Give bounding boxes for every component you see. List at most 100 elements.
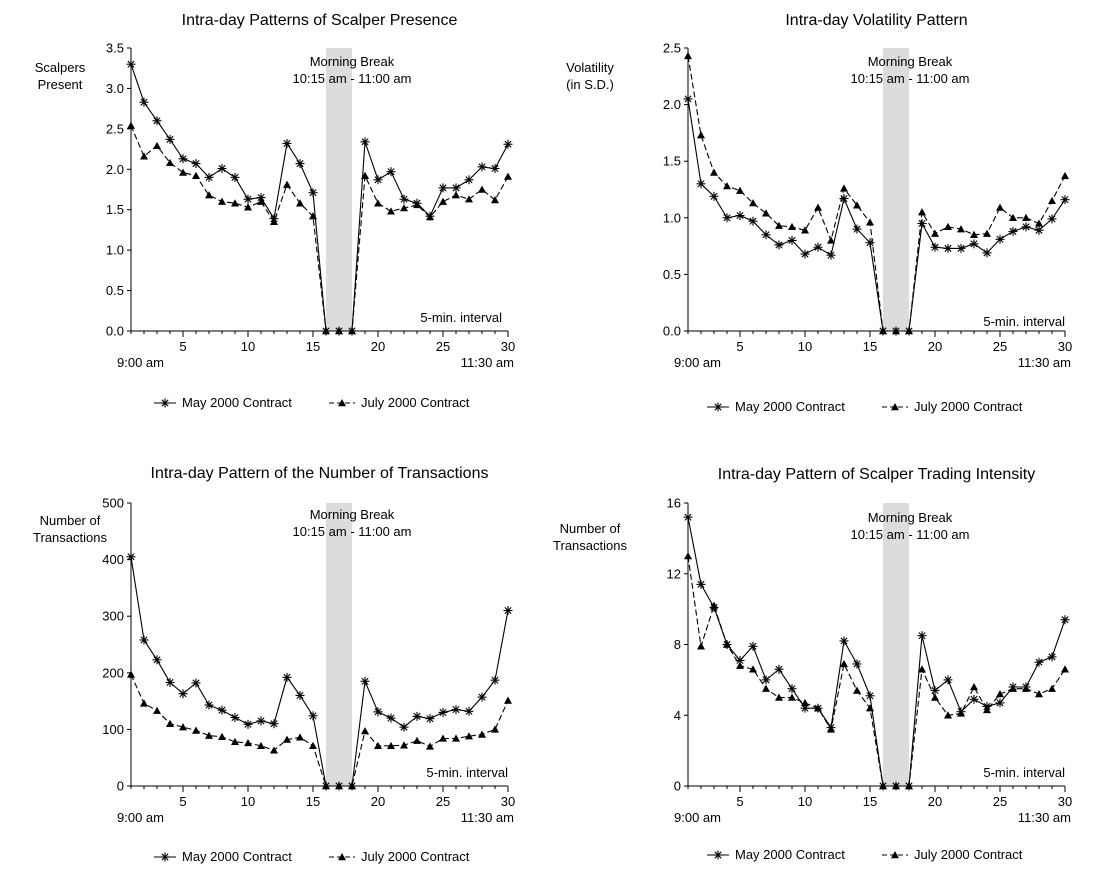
legend-july-label: July 2000 Contract <box>361 849 470 864</box>
july-2000-point <box>970 230 978 238</box>
may-2000-point <box>217 163 227 173</box>
may-2000-point <box>748 641 758 651</box>
y-tick-label: 1.0 <box>106 243 124 258</box>
july-2000-point <box>452 734 460 742</box>
july-2000-point <box>1022 213 1030 221</box>
legend-july-marker <box>338 399 346 407</box>
may-2000-point <box>243 719 253 729</box>
may-2000-point <box>982 248 992 258</box>
may-2000-point <box>774 664 784 674</box>
may-2000-point <box>451 183 461 193</box>
may-2000-point <box>373 175 383 185</box>
series-line-may-2000 <box>130 64 509 332</box>
july-2000-point <box>840 184 848 192</box>
may-2000-point <box>412 711 422 721</box>
may-2000-point <box>477 162 487 172</box>
may-2000-point <box>451 705 461 715</box>
x-tick-label: 30 <box>1058 794 1072 809</box>
may-2000-point <box>1034 657 1044 667</box>
july-2000-point <box>140 699 148 707</box>
may-2000-point <box>464 175 474 185</box>
x-tick-label: 20 <box>928 794 942 809</box>
y-tick-label: 0.0 <box>106 324 124 339</box>
july-2000-point <box>296 199 304 207</box>
may-2000-point <box>852 659 862 669</box>
chart-title: Intra-day Pattern of Scalper Trading Int… <box>718 466 1036 483</box>
july-2000-point <box>736 661 744 669</box>
july-2000-point <box>944 711 952 719</box>
x-tick-label: 5 <box>736 794 743 809</box>
july-2000-point <box>840 659 848 668</box>
x-end-time-label: 11:30 am <box>1018 810 1071 825</box>
y-tick-label: 8 <box>674 637 681 652</box>
july-2000-point <box>218 197 226 205</box>
may-2000-point <box>139 97 149 107</box>
july-2000-point <box>335 782 343 790</box>
july-2000-point <box>257 741 265 750</box>
may-2000-point <box>152 655 162 665</box>
may-2000-point <box>709 191 719 201</box>
x-tick-label: 10 <box>798 794 812 809</box>
july-2000-point <box>257 197 265 205</box>
may-2000-point <box>165 134 175 144</box>
may-2000-point <box>191 678 201 688</box>
may-2000-point <box>774 240 784 250</box>
may-2000-point <box>360 676 370 686</box>
x-tick-label: 10 <box>241 339 255 354</box>
chart-panel-3: Intra-day Pattern of the Number of Trans… <box>33 465 515 864</box>
may-2000-point <box>126 59 136 69</box>
july-2000-point <box>801 698 809 707</box>
break-annotation-label: Morning Break <box>310 507 395 522</box>
chart-panel-2: Intra-day Volatility Pattern 0.0 0.5 1.0 1.5… <box>566 12 1072 414</box>
july-2000-point <box>244 738 252 747</box>
july-2000-point <box>452 191 460 199</box>
y-tick-label: 4 <box>674 708 681 723</box>
july-2000-point <box>1035 219 1043 227</box>
may-2000-point <box>969 694 979 704</box>
y-tick-label: 500 <box>102 496 124 511</box>
july-2000-point <box>283 735 291 743</box>
break-annotation-label: Morning Break <box>868 510 953 525</box>
series-line-may-2000 <box>687 98 1066 332</box>
may-2000-point <box>230 713 240 723</box>
y-tick-label: 12 <box>667 566 681 581</box>
july-2000-point <box>166 719 174 727</box>
break-annotation-time: 10:15 am - 11:00 am <box>293 524 412 539</box>
may-2000-point <box>178 154 188 164</box>
july-2000-point <box>814 704 822 712</box>
july-2000-point <box>179 723 187 731</box>
x-tick-label: 20 <box>371 794 385 809</box>
series-line-july-2000 <box>687 556 1066 787</box>
morning-break-band <box>326 503 352 786</box>
july-2000-point <box>1048 196 1056 205</box>
july-2000-point <box>478 730 486 738</box>
may-2000-point <box>943 243 953 253</box>
may-2000-point <box>386 167 396 177</box>
may-2000-point <box>787 684 797 694</box>
may-2000-point <box>438 183 448 193</box>
may-2000-point <box>464 706 474 716</box>
may-2000-point <box>839 194 849 204</box>
july-2000-point <box>400 741 408 749</box>
chart-panel-1: Intra-day Patterns of Scalper Presence 0.… <box>35 12 516 410</box>
july-2000-point <box>140 152 148 160</box>
may-2000-point <box>696 179 706 189</box>
july-2000-point <box>801 226 809 234</box>
may-2000-point <box>748 216 758 226</box>
x-tick-label: 20 <box>371 339 385 354</box>
july-2000-point <box>957 709 965 717</box>
may-2000-point <box>191 159 201 169</box>
chart-title: Intra-day Volatility Pattern <box>785 12 967 29</box>
y-tick-label: 2.5 <box>106 121 124 136</box>
may-2000-point <box>503 606 513 616</box>
may-2000-point <box>126 552 136 562</box>
legend: May 2000 Contract July 2000 Contract <box>707 399 1023 414</box>
july-2000-point <box>749 199 757 207</box>
y-tick-label: 2.0 <box>663 97 681 112</box>
july-2000-point <box>439 734 447 742</box>
x-tick-label: 30 <box>501 794 515 809</box>
may-2000-point <box>683 94 693 104</box>
may-2000-point <box>243 194 253 204</box>
x-start-time-label: 9:00 am <box>674 810 721 825</box>
